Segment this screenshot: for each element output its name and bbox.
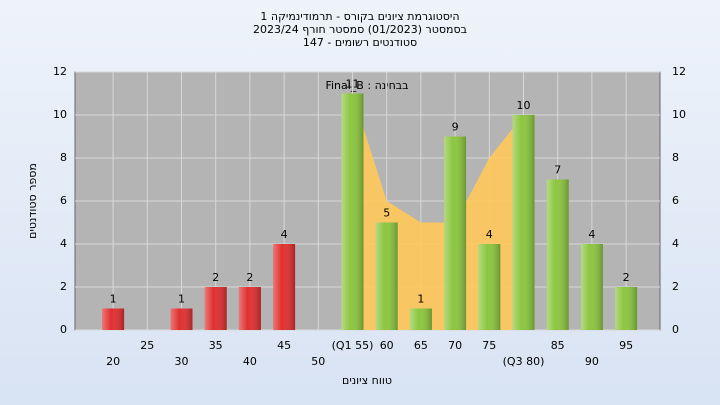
value-label: 4 [281,228,288,241]
x-tick-label: 40 [243,355,257,368]
y-tick-label: 0 [672,323,679,336]
x-tick-label: 30 [175,355,189,368]
value-label: 1 [110,293,117,306]
x-tick-label: 50 [311,355,325,368]
x-tick-label: 90 [585,355,599,368]
y-tick-label: 10 [672,108,686,121]
annotation: Final_B : בבחינה [325,79,408,92]
bar-shade [580,244,603,330]
title: סטודנטים רשומים - 147 [303,36,417,49]
value-label: 2 [623,271,630,284]
value-label: 1 [417,293,424,306]
y-tick-label: 2 [60,280,67,293]
bar-shade [512,115,535,330]
x-tick-label: 35 [209,339,223,352]
y-tick-label: 12 [53,65,67,78]
bar-shade [478,244,501,330]
bar-shade [375,222,398,330]
y-axis-label: מספר סטודנטים [26,163,39,239]
bar-shade [273,244,296,330]
x-tick-label: 45 [277,339,291,352]
y-tick-label: 8 [672,151,679,164]
value-label: 1 [178,293,185,306]
bar-shade [238,287,261,330]
bar-shade [546,179,569,330]
value-label: 7 [554,164,561,177]
x-axis-label: טווח ציונים [342,374,392,387]
title: היסטוגרמת ציונים בקורס - תרמודינמיקה 1 [260,10,459,23]
value-label: 9 [452,121,459,134]
bar-shade [341,93,364,330]
value-label: 10 [517,99,531,112]
x-tick-label: 85 [551,339,565,352]
value-label: 2 [246,271,253,284]
bar-shade [409,308,432,330]
bar-shade [102,308,125,330]
x-tick-label: (Q3 80) [503,355,545,368]
value-label: 2 [212,271,219,284]
bar-shade [615,287,638,330]
value-label: 4 [588,228,595,241]
y-tick-label: 10 [53,108,67,121]
x-tick-label: 20 [106,355,120,368]
value-label: 4 [486,228,493,241]
y-tick-label: 4 [60,237,67,250]
value-label: 11 [346,78,360,91]
x-tick-label: 65 [414,339,428,352]
title: בסמסטר (01/2023) סמסטר חורף 2023/24 [253,23,467,36]
x-tick-label: (Q1 55) [332,339,374,352]
y-tick-label: 8 [60,151,67,164]
y-tick-label: 2 [672,280,679,293]
value-label: 5 [383,207,390,220]
y-tick-label: 6 [60,194,67,207]
x-tick-label: 70 [448,339,462,352]
y-tick-label: 0 [60,323,67,336]
y-tick-label: 6 [672,194,679,207]
x-tick-label: 25 [140,339,154,352]
bar-shade [170,308,193,330]
y-tick-label: 4 [672,237,679,250]
bar-shade [204,287,227,330]
x-tick-label: 95 [619,339,633,352]
x-tick-label: 60 [380,339,394,352]
bar-shade [444,136,467,330]
y-tick-label: 12 [672,65,686,78]
x-tick-label: 75 [482,339,496,352]
